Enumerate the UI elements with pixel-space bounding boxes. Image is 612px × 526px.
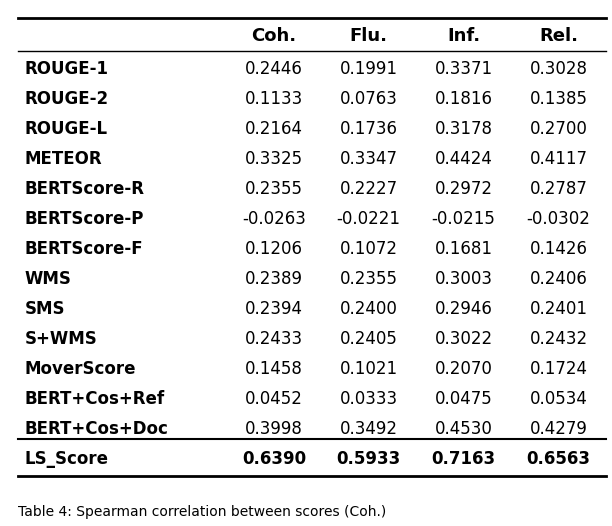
Text: 0.3028: 0.3028 bbox=[529, 60, 588, 78]
Text: 0.4279: 0.4279 bbox=[529, 420, 588, 438]
Text: 0.1681: 0.1681 bbox=[435, 240, 493, 258]
Text: 0.6563: 0.6563 bbox=[526, 450, 591, 468]
Text: -0.0221: -0.0221 bbox=[337, 210, 401, 228]
Text: 0.0763: 0.0763 bbox=[340, 90, 398, 108]
Text: 0.5933: 0.5933 bbox=[337, 450, 401, 468]
Text: 0.1426: 0.1426 bbox=[529, 240, 588, 258]
Text: Table 4: Spearman correlation between scores (Coh.): Table 4: Spearman correlation between sc… bbox=[18, 505, 387, 519]
Text: Inf.: Inf. bbox=[447, 27, 480, 45]
Text: BERT+Cos+Doc: BERT+Cos+Doc bbox=[24, 420, 168, 438]
Text: 0.3003: 0.3003 bbox=[435, 270, 493, 288]
Text: 0.1736: 0.1736 bbox=[340, 120, 398, 138]
Text: 0.4530: 0.4530 bbox=[435, 420, 493, 438]
Text: 0.3178: 0.3178 bbox=[435, 120, 493, 138]
Text: 0.0452: 0.0452 bbox=[245, 390, 303, 408]
Text: 0.3492: 0.3492 bbox=[340, 420, 398, 438]
Text: 0.2355: 0.2355 bbox=[245, 180, 303, 198]
Text: 0.0475: 0.0475 bbox=[435, 390, 493, 408]
Text: ROUGE-1: ROUGE-1 bbox=[24, 60, 108, 78]
Text: 0.2400: 0.2400 bbox=[340, 300, 398, 318]
Text: 0.1072: 0.1072 bbox=[340, 240, 398, 258]
Text: -0.0263: -0.0263 bbox=[242, 210, 306, 228]
Text: 0.1724: 0.1724 bbox=[529, 360, 588, 378]
Text: 0.2406: 0.2406 bbox=[529, 270, 588, 288]
Text: 0.1385: 0.1385 bbox=[529, 90, 588, 108]
Text: 0.2700: 0.2700 bbox=[529, 120, 588, 138]
Text: 0.4424: 0.4424 bbox=[435, 150, 493, 168]
Text: 0.0333: 0.0333 bbox=[340, 390, 398, 408]
Text: 0.3347: 0.3347 bbox=[340, 150, 398, 168]
Text: BERTScore-P: BERTScore-P bbox=[24, 210, 144, 228]
Text: 0.2946: 0.2946 bbox=[435, 300, 493, 318]
Text: 0.3371: 0.3371 bbox=[435, 60, 493, 78]
Text: BERTScore-F: BERTScore-F bbox=[24, 240, 143, 258]
Text: 0.1021: 0.1021 bbox=[340, 360, 398, 378]
Text: 0.1133: 0.1133 bbox=[245, 90, 303, 108]
Text: 0.2446: 0.2446 bbox=[245, 60, 303, 78]
Text: 0.2787: 0.2787 bbox=[529, 180, 588, 198]
Text: 0.1458: 0.1458 bbox=[245, 360, 303, 378]
Text: 0.2355: 0.2355 bbox=[340, 270, 398, 288]
Text: 0.2070: 0.2070 bbox=[435, 360, 493, 378]
Text: S+WMS: S+WMS bbox=[24, 330, 97, 348]
Text: 0.6390: 0.6390 bbox=[242, 450, 306, 468]
Text: SMS: SMS bbox=[24, 300, 65, 318]
Text: 0.4117: 0.4117 bbox=[529, 150, 588, 168]
Text: -0.0215: -0.0215 bbox=[431, 210, 496, 228]
Text: 0.2164: 0.2164 bbox=[245, 120, 303, 138]
Text: 0.3325: 0.3325 bbox=[245, 150, 303, 168]
Text: BERT+Cos+Ref: BERT+Cos+Ref bbox=[24, 390, 165, 408]
Text: 0.2401: 0.2401 bbox=[529, 300, 588, 318]
Text: 0.1991: 0.1991 bbox=[340, 60, 398, 78]
Text: 0.2394: 0.2394 bbox=[245, 300, 303, 318]
Text: Coh.: Coh. bbox=[252, 27, 296, 45]
Text: 0.2227: 0.2227 bbox=[340, 180, 398, 198]
Text: 0.1816: 0.1816 bbox=[435, 90, 493, 108]
Text: Flu.: Flu. bbox=[349, 27, 388, 45]
Text: 0.3998: 0.3998 bbox=[245, 420, 303, 438]
Text: 0.2432: 0.2432 bbox=[529, 330, 588, 348]
Text: LS_Score: LS_Score bbox=[24, 450, 108, 468]
Text: 0.2405: 0.2405 bbox=[340, 330, 398, 348]
Text: 0.2972: 0.2972 bbox=[435, 180, 493, 198]
Text: -0.0302: -0.0302 bbox=[526, 210, 591, 228]
Text: Rel.: Rel. bbox=[539, 27, 578, 45]
Text: BERTScore-R: BERTScore-R bbox=[24, 180, 144, 198]
Text: ROUGE-L: ROUGE-L bbox=[24, 120, 108, 138]
Text: WMS: WMS bbox=[24, 270, 72, 288]
Text: 0.3022: 0.3022 bbox=[435, 330, 493, 348]
Text: ROUGE-2: ROUGE-2 bbox=[24, 90, 108, 108]
Text: MoverScore: MoverScore bbox=[24, 360, 136, 378]
Text: METEOR: METEOR bbox=[24, 150, 102, 168]
Text: 0.1206: 0.1206 bbox=[245, 240, 303, 258]
Text: 0.0534: 0.0534 bbox=[529, 390, 588, 408]
Text: 0.2389: 0.2389 bbox=[245, 270, 303, 288]
Text: 0.2433: 0.2433 bbox=[245, 330, 303, 348]
Text: 0.7163: 0.7163 bbox=[431, 450, 496, 468]
